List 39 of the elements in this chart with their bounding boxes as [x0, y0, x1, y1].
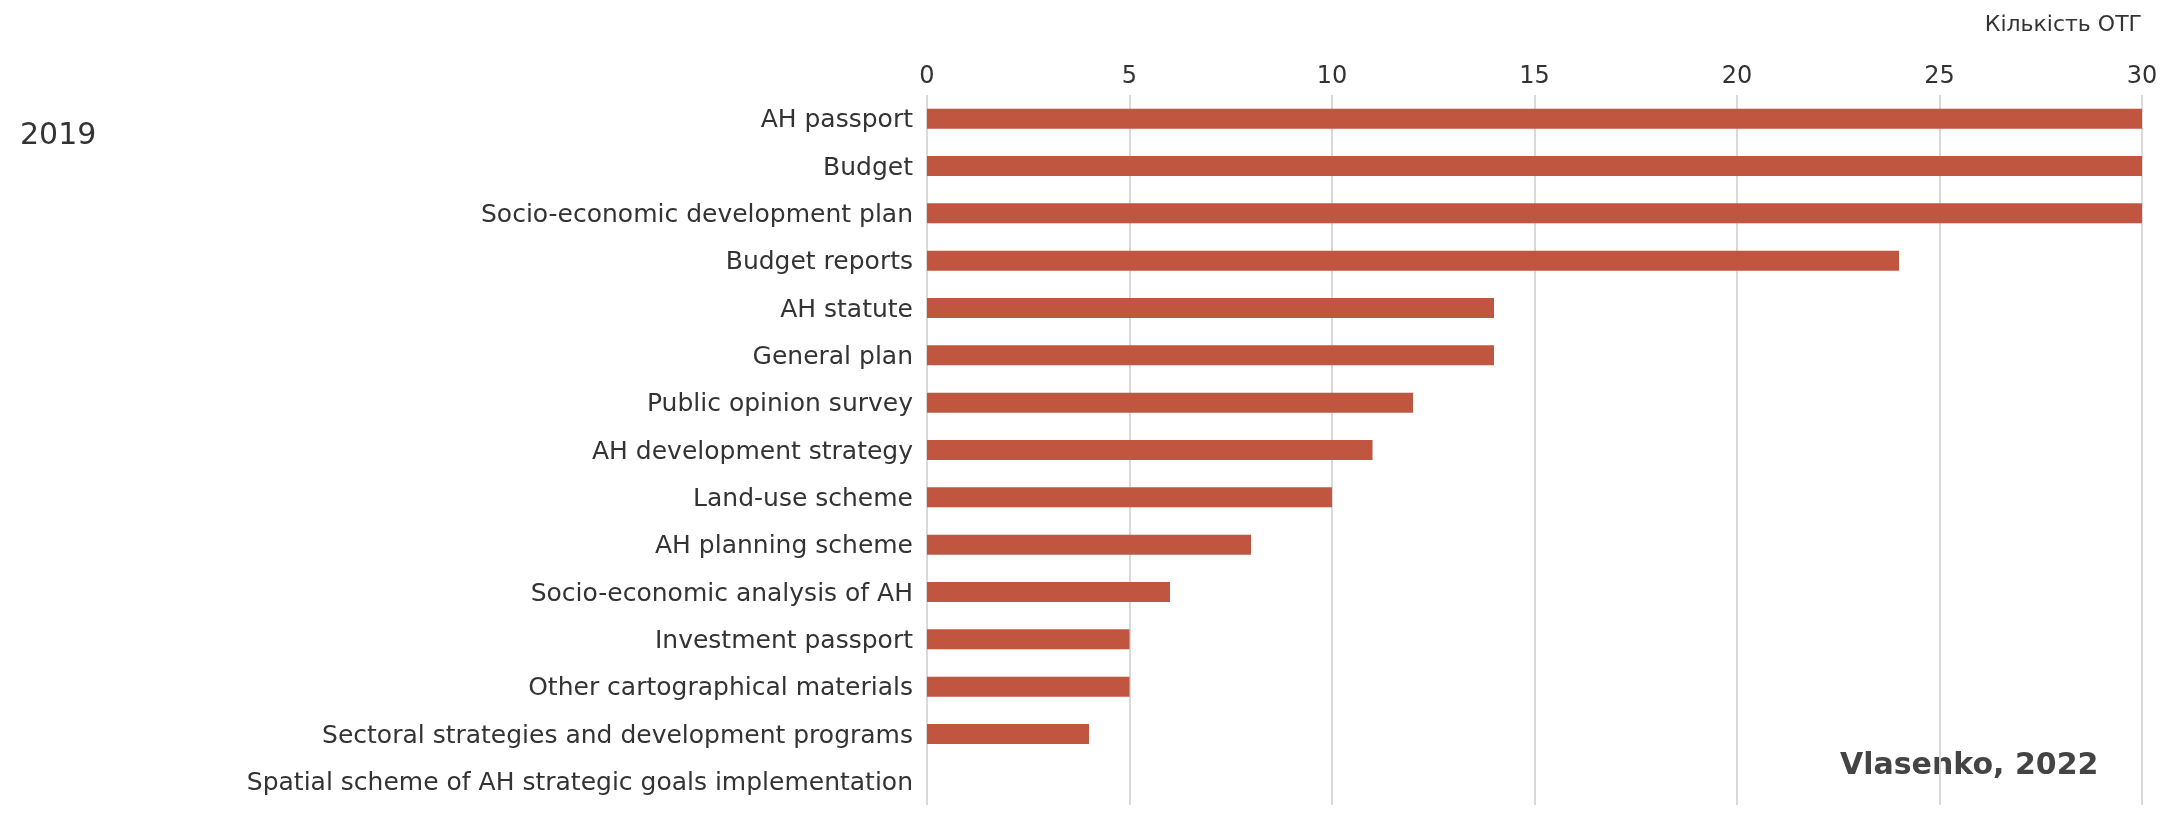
x-axis-title: Кількість ОТГ — [1984, 10, 2142, 36]
bar — [927, 392, 1413, 413]
x-tick-label: 0 — [919, 61, 935, 89]
y-tick-label: Budget — [823, 151, 914, 181]
y-tick-label: Public opinion survey — [646, 388, 914, 418]
bar — [927, 534, 1251, 555]
bar — [927, 203, 2142, 224]
bar — [927, 298, 1494, 318]
y-tick-label: Budget reports — [725, 246, 913, 276]
bar — [927, 108, 2142, 129]
bar — [927, 156, 2142, 176]
bar — [927, 345, 1494, 366]
x-tick-label: 20 — [1721, 61, 1753, 89]
y-tick-label: Socio-economic development plan — [480, 198, 913, 228]
y-tick-label: AH planning scheme — [654, 530, 913, 560]
y-tick-label: Socio-economic analysis of AH — [530, 577, 913, 607]
y-tick-label: Sectoral strategies and development programs — [322, 719, 913, 749]
y-tick-label: AH passport — [760, 104, 914, 134]
x-tick-label: 25 — [1924, 61, 1955, 89]
x-tick-label: 30 — [2126, 61, 2158, 89]
y-tick-label: AH statute — [780, 293, 913, 323]
bar — [927, 582, 1170, 602]
x-tick-label: 5 — [1121, 61, 1138, 89]
bar — [927, 676, 1130, 697]
y-tick-label: AH development strategy — [592, 435, 914, 465]
x-tick-label: 10 — [1316, 61, 1348, 89]
bar — [927, 629, 1130, 650]
bar — [927, 487, 1332, 508]
y-tick-label: Spatial scheme of AH strategic goals implementation — [246, 766, 913, 796]
y-tick-label: General plan — [752, 340, 913, 370]
bar — [927, 440, 1373, 460]
bar — [927, 250, 1899, 271]
text: 2019 — [20, 115, 97, 151]
y-tick-label: Investment passport — [654, 624, 914, 654]
x-tick-label: 15 — [1519, 61, 1550, 89]
annotation: Vlasenko, 2022 — [1840, 745, 2099, 781]
y-tick-label: Land-use scheme — [693, 482, 913, 512]
bar — [927, 724, 1089, 744]
y-tick-label: Other cartographical materials — [528, 672, 913, 702]
